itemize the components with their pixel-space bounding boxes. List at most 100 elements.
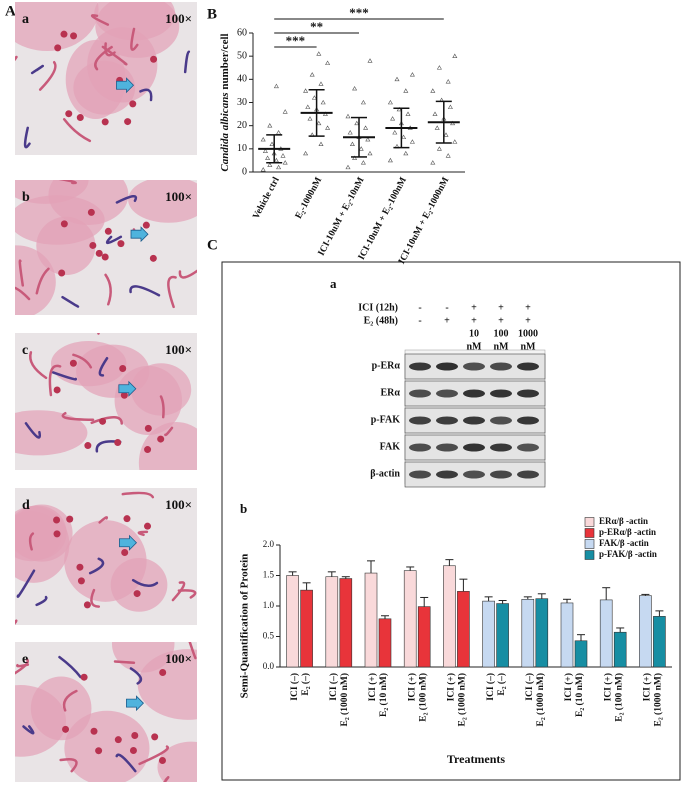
- hypha: [58, 655, 82, 679]
- yeast-cell: [95, 249, 103, 257]
- yeast-cell: [54, 44, 62, 52]
- epithelial-cell: [15, 685, 66, 757]
- bar: [339, 578, 353, 668]
- lane-sign: +: [471, 302, 477, 313]
- epithelial-cell: [64, 520, 147, 602]
- legend-label: p-ERα/β -actin: [599, 527, 656, 537]
- yeast-cell: [84, 442, 92, 450]
- micrograph: b 100×: [15, 180, 197, 315]
- data-point: [360, 99, 366, 105]
- lane-sign: -: [445, 302, 448, 313]
- lane-sign: +: [498, 302, 504, 313]
- data-point: [358, 146, 364, 151]
- hypha: [90, 14, 110, 26]
- yeast-cell: [53, 386, 61, 394]
- blot-band: [436, 470, 458, 479]
- hypha: [88, 557, 105, 575]
- blot-band: [517, 416, 539, 425]
- hypha: [115, 195, 138, 204]
- blot-band: [490, 389, 512, 398]
- x-tick-label: E₂ (100 nM): [613, 673, 624, 722]
- dose-label: nM: [521, 341, 537, 352]
- dose-label: 100: [494, 328, 509, 339]
- micrograph: a 100×: [15, 2, 197, 155]
- data-point: [305, 104, 311, 109]
- blot-band: [517, 443, 539, 452]
- hypha: [138, 745, 170, 766]
- magnification: 100×: [165, 189, 192, 204]
- hypha: [137, 530, 149, 537]
- yeast-cell: [76, 114, 84, 122]
- blot-band: [517, 470, 539, 479]
- data-point: [273, 157, 279, 163]
- bar: [403, 570, 417, 668]
- epithelial-cell: [138, 421, 197, 470]
- micrograph: e 100×: [15, 642, 197, 782]
- hypha: [129, 285, 161, 297]
- data-point: [392, 130, 398, 135]
- blot-band: [490, 362, 512, 371]
- hypha: [188, 642, 197, 660]
- hypha: [23, 126, 31, 149]
- hypha: [121, 491, 155, 499]
- blot-row-label: ERα: [381, 387, 401, 398]
- x-tick-label: ICI (–): [328, 673, 339, 701]
- bar: [535, 598, 549, 668]
- data-point: [447, 104, 453, 109]
- x-tick-label: ICI (+): [446, 673, 457, 701]
- x-tick-label: E₂ (1000 nM): [535, 673, 546, 727]
- lane-sign: -: [418, 302, 421, 313]
- hypha: [15, 619, 18, 625]
- hypha: [129, 667, 143, 685]
- hypha: [15, 658, 29, 675]
- yeast-cell: [133, 590, 141, 598]
- arrow: [116, 77, 135, 94]
- data-point: [367, 58, 373, 63]
- blot-band: [409, 416, 431, 425]
- hypha: [97, 333, 100, 335]
- hypha: [171, 581, 186, 602]
- blot-band: [517, 362, 539, 371]
- x-tick-label: E₂ (10 nM): [378, 673, 389, 717]
- yeast-cell: [95, 747, 103, 755]
- data-point: [403, 150, 409, 156]
- hypha: [38, 60, 57, 91]
- hypha: [94, 45, 113, 71]
- data-point: [273, 83, 279, 89]
- micrograph-label: c: [22, 343, 28, 358]
- y-tick-label: 1.0: [263, 600, 275, 610]
- dose-label: 10: [469, 328, 479, 339]
- data-point: [452, 53, 458, 58]
- x-tick-label: E₂ (1000 nM): [653, 673, 664, 727]
- bar: [300, 589, 313, 668]
- data-point: [436, 146, 442, 151]
- yeast-cell: [60, 30, 68, 38]
- data-point: [352, 85, 358, 91]
- legend-swatch: [584, 550, 595, 560]
- yeast-cell: [69, 359, 77, 367]
- epithelial-cell: [111, 642, 175, 673]
- hypha: [15, 286, 31, 301]
- significance-label: **: [310, 19, 323, 34]
- hypha: [105, 235, 123, 245]
- data-point: [354, 120, 360, 126]
- data-point: [276, 164, 282, 170]
- yeast-cell: [53, 516, 61, 524]
- micrograph-content: [15, 180, 197, 315]
- data-point: [307, 116, 313, 121]
- hypha: [30, 64, 44, 75]
- hypha: [104, 273, 112, 306]
- bar: [653, 616, 666, 668]
- data-point: [303, 150, 309, 156]
- hypha: [139, 88, 153, 102]
- lane-sign: +: [444, 315, 450, 326]
- micrograph-label: e: [22, 652, 28, 667]
- blot-row-label: p-ERα: [372, 360, 401, 371]
- yeast-cell: [150, 55, 158, 63]
- blot-band: [409, 470, 431, 479]
- data-point: [280, 153, 286, 158]
- yeast-cell: [101, 118, 109, 126]
- x-tick-label: ICI (+): [367, 673, 378, 701]
- bar: [599, 599, 613, 668]
- hypha: [58, 180, 77, 185]
